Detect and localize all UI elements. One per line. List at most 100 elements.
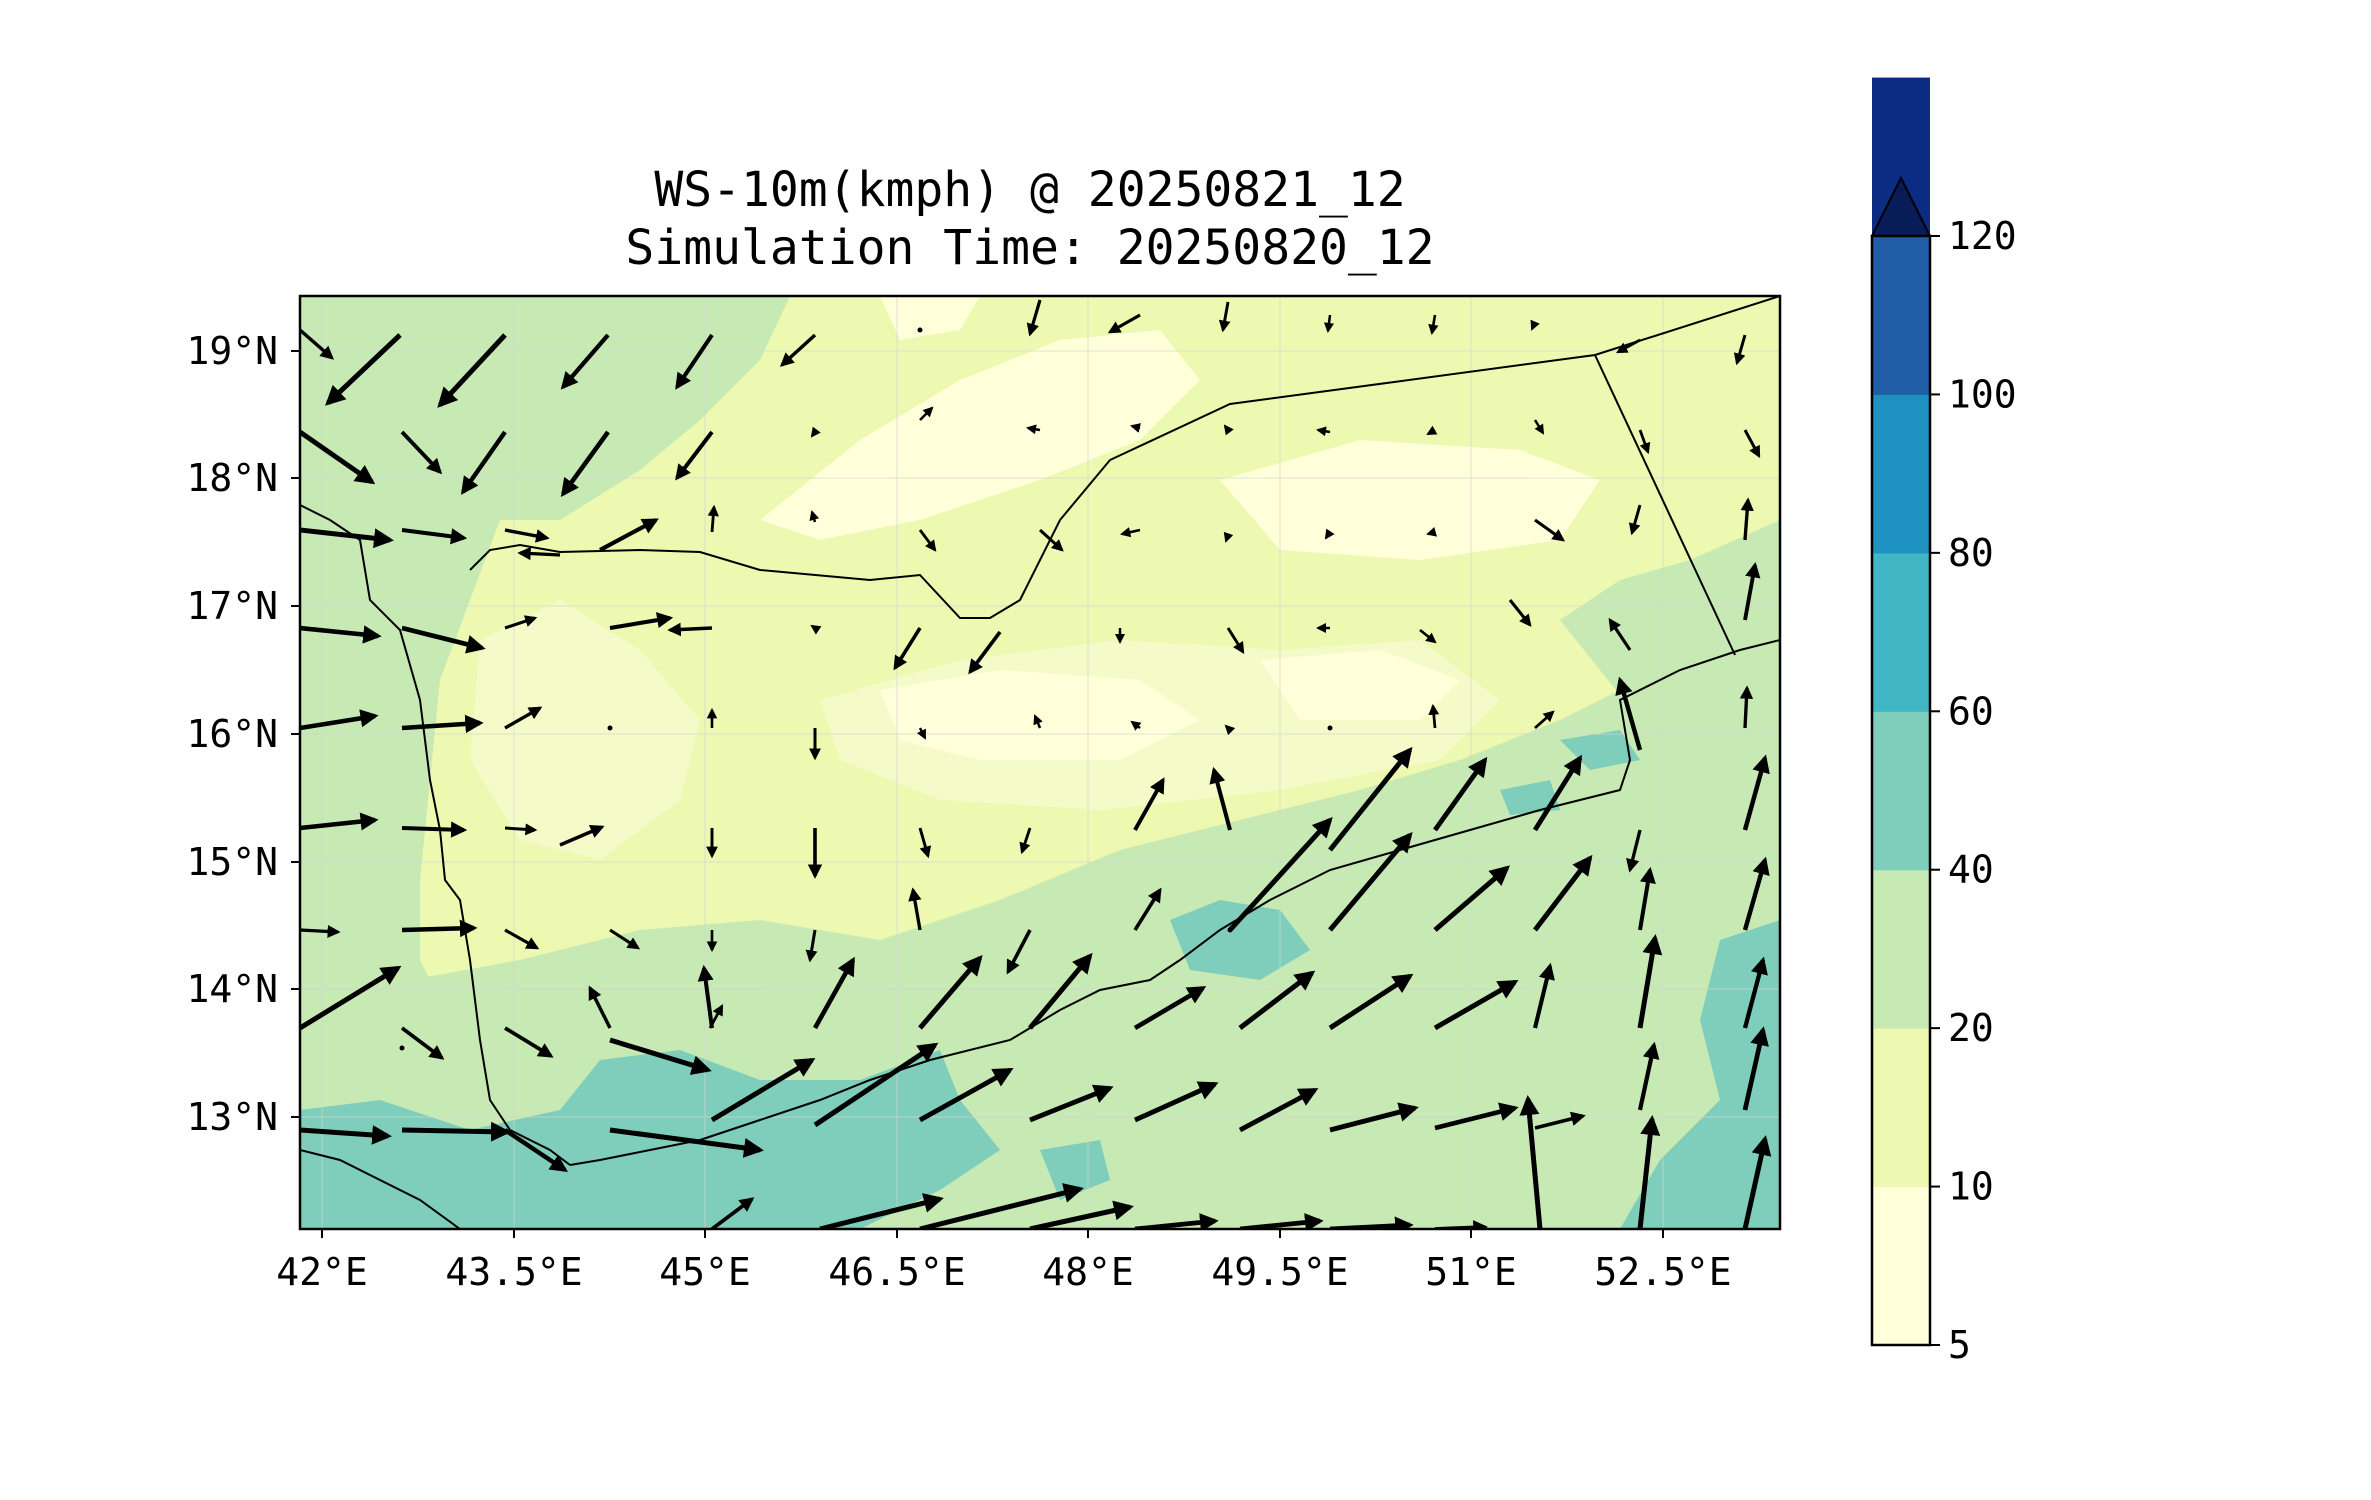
wind-vector: [300, 924, 341, 938]
wind-vector: [1133, 986, 1207, 1030]
wind-vector: [300, 709, 379, 731]
boundaries: [300, 296, 1780, 1229]
colorbar-frame: [1870, 234, 1932, 1347]
colorbar-segment: [1872, 711, 1930, 871]
wind-vector: [401, 714, 484, 734]
colorbar-tick-label: 5: [1948, 1323, 1971, 1367]
colorbar-tick-label: 120: [1948, 214, 2017, 258]
y-tick-label: 18°N: [186, 456, 278, 500]
title-line-1: WS-10m(kmph) @ 20250821_12: [654, 162, 1406, 218]
wind-vector: [1428, 703, 1440, 729]
wind-vector: [968, 630, 1002, 675]
wind-vector: [809, 510, 820, 523]
wind-vector: [1223, 531, 1234, 543]
wind-vector: [1426, 425, 1438, 436]
wind-vector: [1434, 1102, 1519, 1131]
wind-vector: [1743, 561, 1761, 621]
wind-vector: [1323, 314, 1335, 334]
field-coast-strong: [1170, 900, 1310, 980]
wind-vector: [1743, 429, 1761, 459]
wind-vector: [504, 823, 538, 836]
wind-vector: [504, 706, 543, 730]
wind-vector: [401, 1121, 511, 1142]
wind-vector: [1238, 970, 1316, 1030]
wind-vector: [1029, 1200, 1134, 1229]
y-tick-label: 17°N: [186, 584, 278, 628]
wind-vector: [1742, 1026, 1769, 1111]
y-tick-label: 19°N: [186, 329, 278, 373]
wind-vector: [1107, 313, 1141, 334]
wind-vector: [1742, 754, 1770, 831]
field-east-calm: [1220, 440, 1600, 560]
wind-vector: [916, 727, 927, 740]
wind-vector: [708, 1004, 724, 1029]
colorbar-tick-label: 10: [1948, 1165, 1994, 1209]
map-panel: [298, 294, 1782, 1231]
x-axis: 42°E 43.5°E 45°E 46.5°E 48°E 49.5°E 51°E 52.5°E: [276, 1229, 1732, 1294]
wind-vector: [1638, 429, 1651, 455]
wind-vector: [1615, 676, 1643, 751]
wind-vector: [503, 1128, 568, 1172]
map-frame: [298, 294, 1782, 1231]
colorbar-segment: [1872, 1186, 1930, 1346]
wind-vector: [1134, 1213, 1219, 1229]
wind-vector: [813, 1042, 939, 1128]
field-southeast-strong: [1620, 920, 1780, 1229]
wind-vector: [918, 529, 937, 552]
wind-vector: [1419, 628, 1437, 644]
y-tick-label: 13°N: [186, 1095, 278, 1139]
wind-vector: [1133, 1081, 1219, 1123]
colorbar-segment: [1872, 552, 1930, 712]
wind-vector: [300, 429, 376, 485]
eastern-border: [1594, 354, 1736, 656]
wind-vector: [401, 919, 478, 938]
wind-vector: [460, 430, 507, 495]
wind-vector: [1328, 831, 1413, 932]
colorbar-segment: [1872, 1028, 1930, 1188]
wind-vector: [1533, 419, 1545, 435]
wind-vector: [1637, 1041, 1660, 1111]
field-east-high: [1560, 520, 1780, 720]
wind-vector: [710, 1197, 755, 1229]
wind-vector: [400, 430, 443, 475]
wind-vector: [1239, 1213, 1324, 1229]
wind-vector: [1426, 526, 1438, 537]
wind-vector: [504, 1026, 554, 1058]
field-east-strong-2: [1500, 780, 1560, 815]
wind-vector: [504, 615, 538, 630]
wind-vector: [675, 333, 714, 390]
wind-vector: [1316, 426, 1331, 437]
wind-vector: [300, 527, 394, 549]
wind-vector: [1209, 766, 1232, 831]
wind-vector: [437, 333, 507, 408]
wind-vector: [1532, 962, 1555, 1029]
wind-vector: [779, 333, 817, 367]
colorbar-segment: [1872, 394, 1930, 554]
y-tick-label: 14°N: [186, 967, 278, 1011]
wind-vector-calm: [607, 725, 613, 731]
wind-vector: [1532, 754, 1583, 832]
wind-vector: [1130, 423, 1141, 433]
wind-vector: [1029, 1084, 1114, 1123]
y-tick-label: 16°N: [186, 712, 278, 756]
wind-vector: [325, 333, 402, 406]
wind-vector: [1033, 714, 1043, 729]
wind-vector: [1740, 497, 1754, 541]
wind-vector: [588, 985, 612, 1029]
wind-vector: [1742, 856, 1770, 931]
wind-vector: [1038, 528, 1064, 552]
colorbar-tick-label: 40: [1948, 848, 1994, 892]
wind-vector: [667, 622, 713, 637]
wind-vector: [675, 430, 714, 481]
colorbar-tick-label: 20: [1948, 1006, 1994, 1050]
gulf-of-aden-coast: [569, 639, 1780, 1166]
wind-vector: [710, 1057, 816, 1123]
wind-vectors: [300, 299, 1772, 1229]
wind-vector: [504, 528, 550, 543]
x-tick-label: 52.5°E: [1594, 1250, 1731, 1294]
wind-vector: [1228, 817, 1333, 932]
wind-vector: [504, 928, 540, 950]
wind-vector: [1226, 627, 1245, 654]
wind-vector: [300, 1125, 392, 1145]
colorbar: 5 10 20 40 60 80 100 120: [1870, 77, 2017, 1367]
